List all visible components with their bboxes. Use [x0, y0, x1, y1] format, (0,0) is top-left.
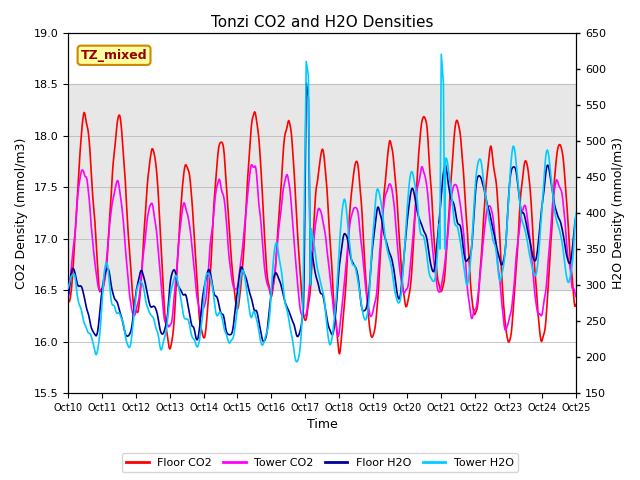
Y-axis label: CO2 Density (mmol/m3): CO2 Density (mmol/m3) [15, 137, 28, 288]
Tower H2O [204, 270, 212, 276]
Tower H2O [177, 298, 185, 303]
Tower CO2 [385, 182, 393, 188]
Tower CO2 [177, 217, 185, 223]
Tower CO2 [125, 291, 133, 297]
Tower H2O [64, 285, 72, 291]
Title: Tonzi CO2 and H2O Densities: Tonzi CO2 and H2O Densities [211, 15, 433, 30]
Floor H2O [204, 268, 212, 274]
Tower CO2 [334, 334, 342, 339]
Floor H2O [125, 331, 133, 337]
Tower CO2 [572, 294, 580, 300]
Floor CO2 [204, 301, 212, 307]
Tower CO2 [400, 290, 408, 296]
Floor CO2 [385, 141, 393, 147]
Floor H2O [572, 214, 580, 219]
Floor H2O [260, 339, 268, 345]
Legend: Floor CO2, Tower CO2, Floor H2O, Tower H2O: Floor CO2, Tower CO2, Floor H2O, Tower H… [122, 453, 518, 472]
Tower H2O [292, 359, 300, 365]
Floor H2O [64, 295, 72, 300]
Tower H2O [385, 251, 392, 257]
Line: Floor H2O: Floor H2O [68, 83, 576, 342]
Floor CO2 [335, 351, 343, 357]
Floor CO2 [64, 299, 72, 304]
Line: Floor CO2: Floor CO2 [68, 112, 576, 354]
Tower CO2 [74, 200, 81, 205]
Floor H2O [385, 249, 393, 254]
Floor CO2 [125, 247, 133, 253]
Floor CO2 [74, 196, 81, 202]
Tower H2O [125, 345, 133, 350]
Text: TZ_mixed: TZ_mixed [81, 49, 147, 62]
Floor CO2 [400, 291, 408, 297]
Line: Tower H2O: Tower H2O [68, 54, 576, 362]
Line: Tower CO2: Tower CO2 [68, 165, 576, 336]
Tower H2O [74, 292, 81, 298]
Floor H2O [177, 288, 185, 294]
Floor CO2 [572, 301, 580, 307]
Tower H2O [399, 267, 407, 273]
X-axis label: Time: Time [307, 419, 337, 432]
Floor H2O [303, 80, 310, 86]
Tower H2O [572, 209, 580, 215]
Y-axis label: H2O Density (mmol/m3): H2O Density (mmol/m3) [612, 137, 625, 289]
Floor H2O [74, 281, 81, 287]
Tower CO2 [64, 294, 72, 300]
Tower CO2 [248, 162, 255, 168]
Floor CO2 [177, 201, 185, 206]
Tower CO2 [204, 274, 212, 279]
Bar [68, 84, 576, 290]
Floor H2O [400, 255, 408, 261]
Tower H2O [437, 51, 445, 57]
Floor CO2 [251, 109, 259, 115]
